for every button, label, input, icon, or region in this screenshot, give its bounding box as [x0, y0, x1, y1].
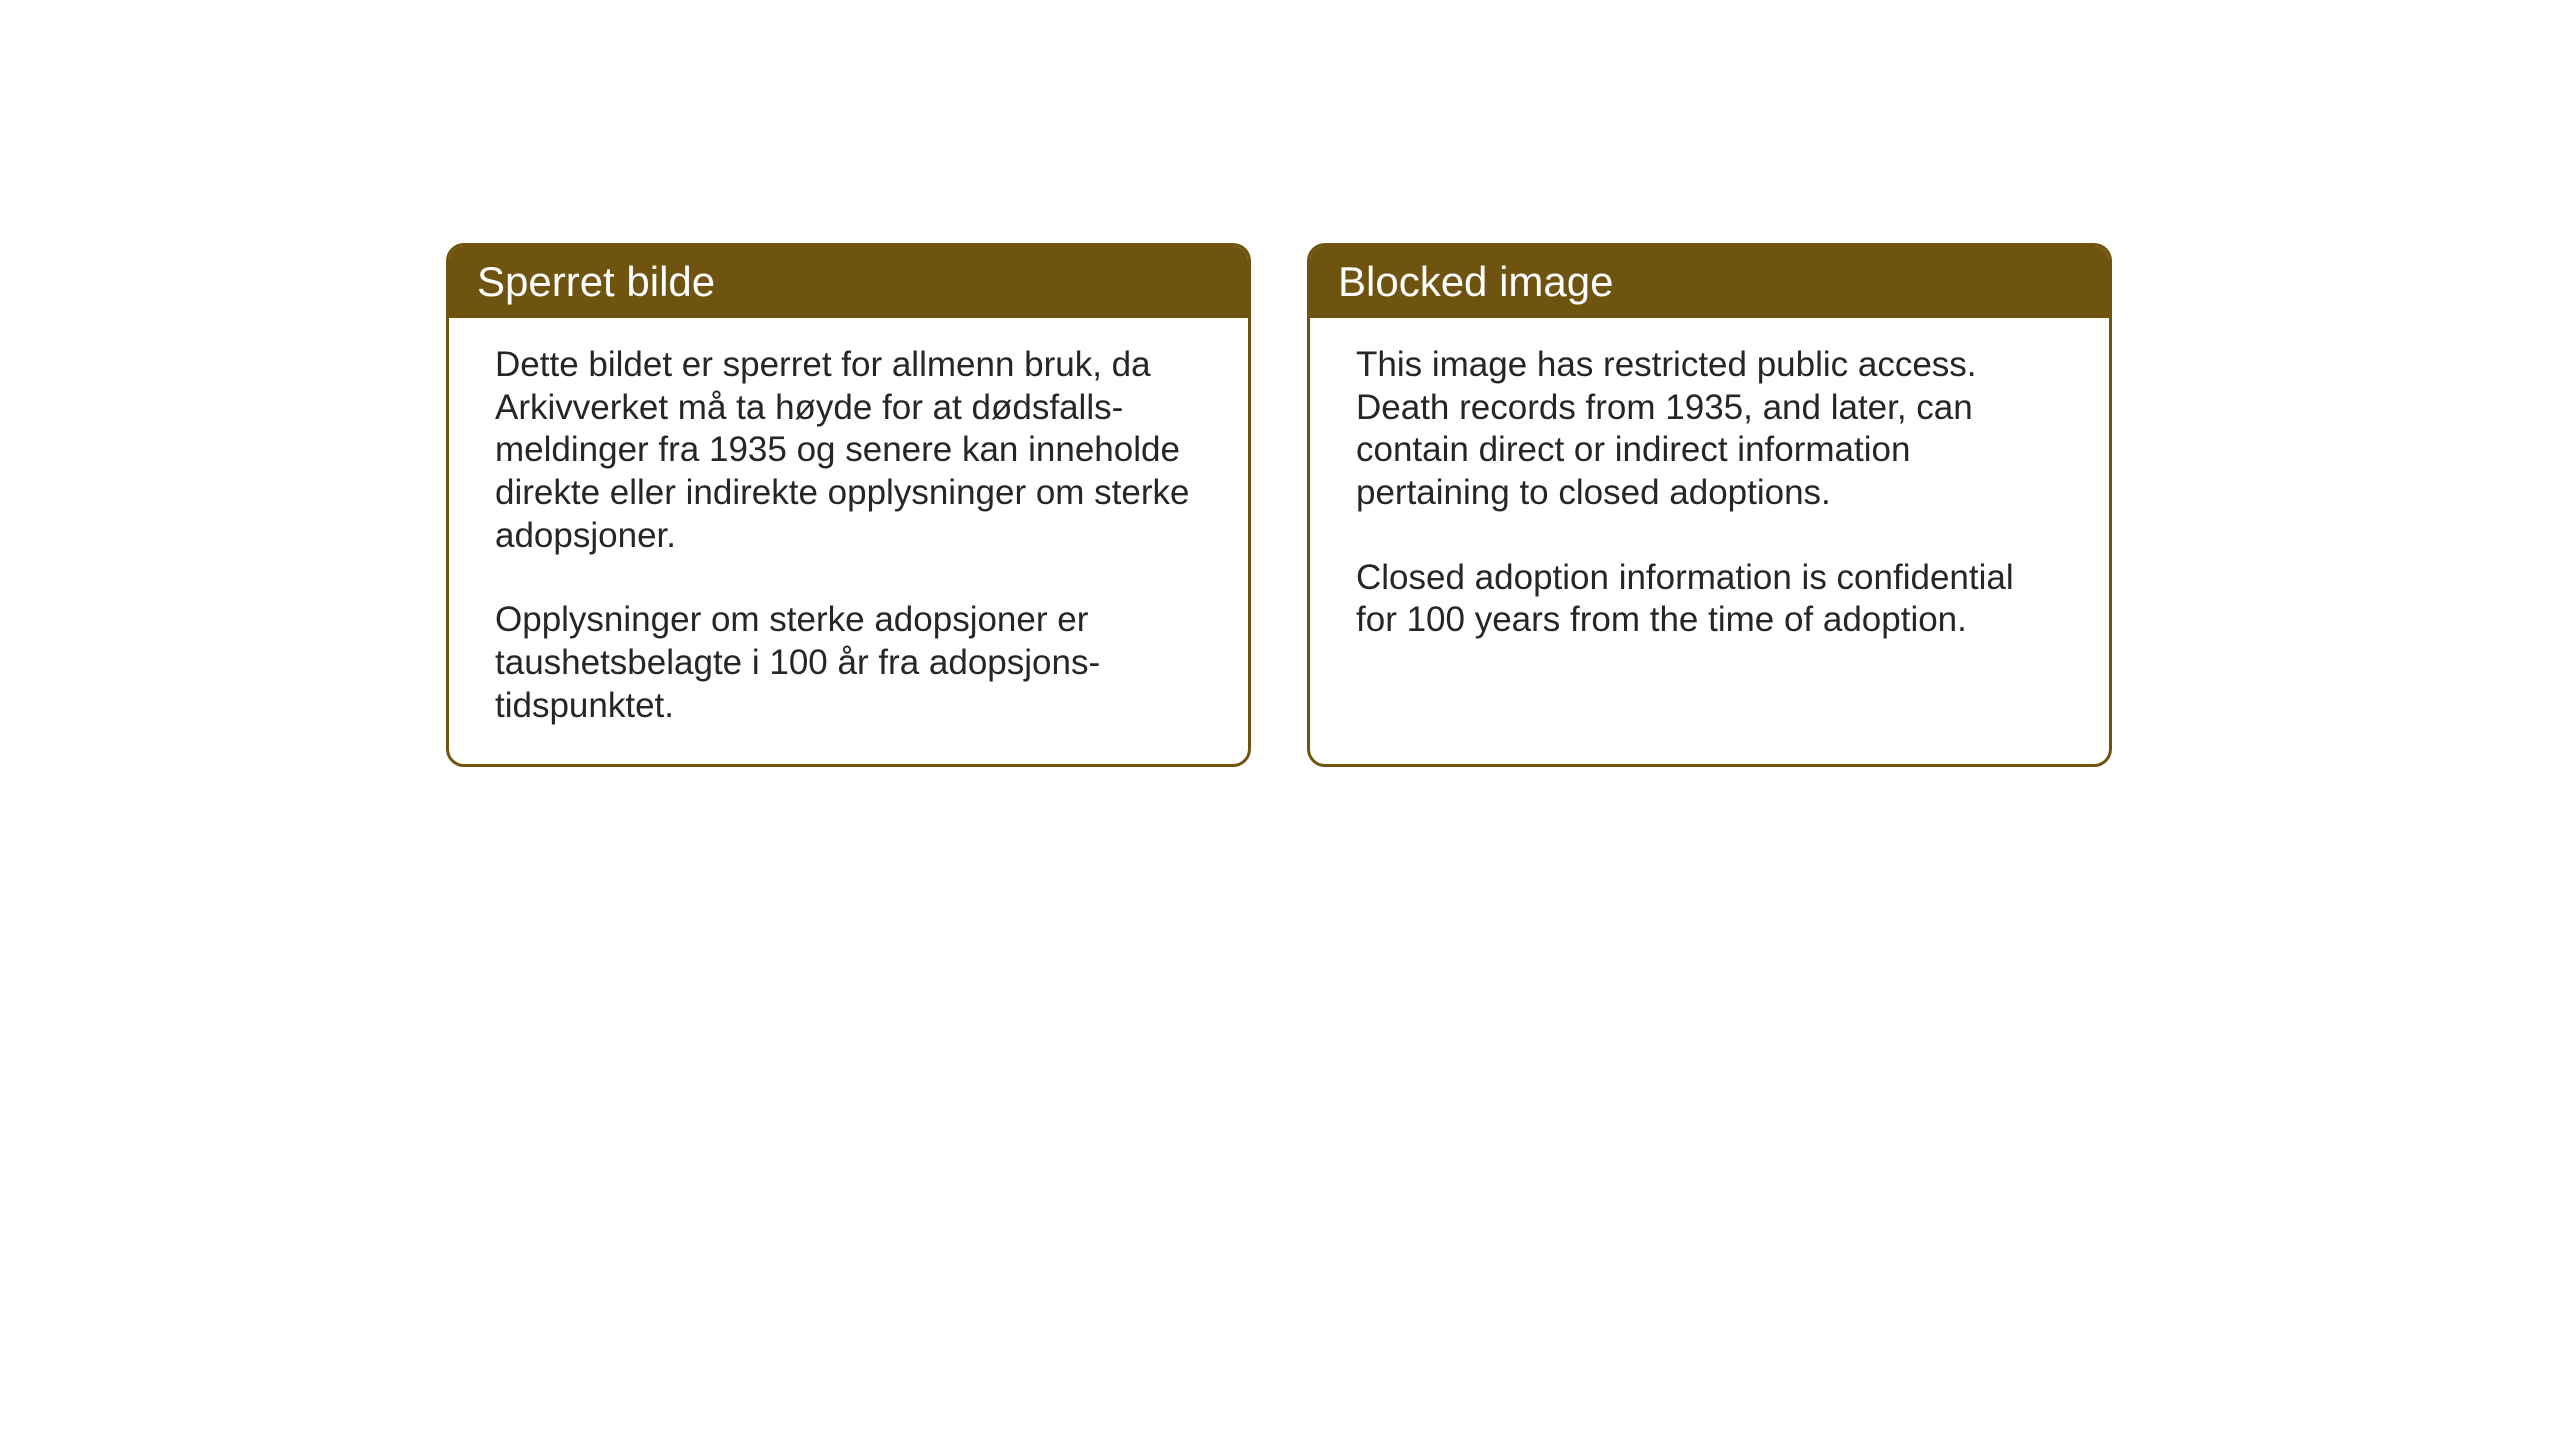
english-paragraph-1: This image has restricted public access.… — [1356, 344, 2063, 515]
norwegian-paragraph-2: Opplysninger om sterke adopsjoner er tau… — [495, 599, 1202, 727]
english-panel-body: This image has restricted public access.… — [1310, 318, 2109, 678]
norwegian-paragraph-1: Dette bildet er sperret for allmenn bruk… — [495, 344, 1202, 557]
english-panel: Blocked image This image has restricted … — [1307, 243, 2112, 767]
norwegian-panel-title: Sperret bilde — [449, 246, 1248, 318]
english-panel-title: Blocked image — [1310, 246, 2109, 318]
norwegian-panel: Sperret bilde Dette bildet er sperret fo… — [446, 243, 1251, 767]
panels-container: Sperret bilde Dette bildet er sperret fo… — [446, 243, 2112, 767]
norwegian-panel-body: Dette bildet er sperret for allmenn bruk… — [449, 318, 1248, 764]
english-paragraph-2: Closed adoption information is confident… — [1356, 557, 2063, 642]
